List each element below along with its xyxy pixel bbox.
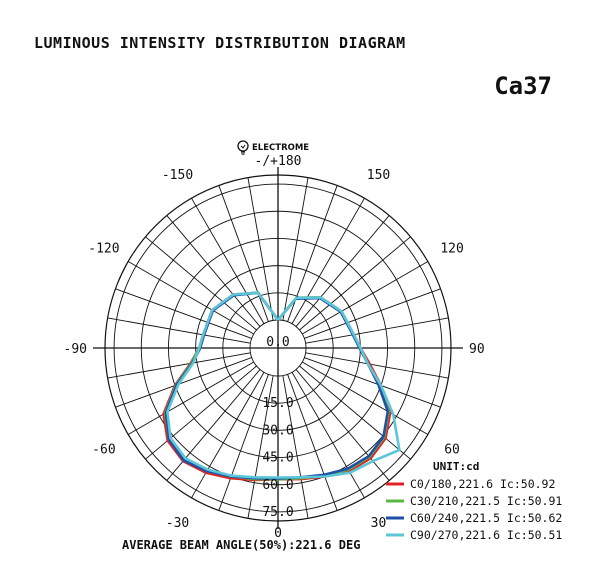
brand-logo: ELECTROME bbox=[237, 140, 309, 155]
grid-spoke bbox=[127, 261, 254, 335]
grid-spoke bbox=[291, 197, 365, 324]
grid-spoke bbox=[107, 317, 251, 344]
angle-label: -90 bbox=[64, 342, 87, 357]
grid-spoke bbox=[247, 177, 274, 321]
angle-label: 30 bbox=[371, 516, 387, 531]
grid-spoke bbox=[299, 236, 411, 331]
grid-spoke bbox=[302, 361, 429, 435]
legend-entry: C30/210,221.5 Ic:50.91 bbox=[410, 494, 562, 508]
grid-spoke bbox=[218, 185, 269, 322]
radial-tick-label: 75.0 bbox=[262, 505, 293, 520]
grid-spoke bbox=[218, 374, 269, 511]
grid-spoke bbox=[191, 197, 265, 324]
angle-label: 0 bbox=[274, 526, 282, 541]
grid-spoke bbox=[304, 288, 441, 339]
polar-grid bbox=[93, 167, 463, 529]
radial-tick-label: 60.0 bbox=[262, 478, 293, 493]
grid-spoke bbox=[115, 288, 252, 339]
grid-spoke bbox=[282, 177, 309, 321]
angle-label: -60 bbox=[92, 443, 115, 458]
grid-spoke bbox=[304, 357, 441, 408]
grid-spoke bbox=[145, 365, 257, 460]
legend: UNIT:cd C0/180,221.6 Ic:50.92 C30/210,221.… bbox=[386, 460, 562, 542]
angle-label: 120 bbox=[440, 242, 463, 257]
radial-tick-label: 15.0 bbox=[262, 396, 293, 411]
grid-spoke bbox=[166, 369, 261, 481]
brand-name: ELECTROME bbox=[252, 143, 309, 153]
grid-spoke bbox=[127, 361, 254, 435]
grid-spoke bbox=[299, 365, 411, 460]
radial-tick-label: 45.0 bbox=[262, 451, 293, 466]
grid-spoke bbox=[282, 375, 309, 519]
beam-angle-note: AVERAGE BEAM ANGLE(50%):221.6 DEG bbox=[122, 538, 361, 552]
radial-tick-label: 30.0 bbox=[262, 423, 293, 438]
grid-spoke bbox=[247, 375, 274, 519]
page-title: LUMINOUS INTENSITY DISTRIBUTION DIAGRAM bbox=[34, 34, 406, 52]
grid-spoke bbox=[107, 352, 251, 379]
series-layer bbox=[162, 291, 401, 482]
legend-entry: C60/240,221.5 Ic:50.62 bbox=[410, 511, 562, 525]
angle-label: -30 bbox=[166, 516, 189, 531]
radial-tick-label: 0.0 bbox=[266, 335, 289, 350]
angle-label: -/+180 bbox=[255, 154, 302, 169]
grid-spoke bbox=[166, 215, 261, 327]
label-layer: 0.0 15.0 30.0 45.0 60.0 75.0 -/+180 -150 150 -120… bbox=[64, 154, 485, 541]
grid-spoke bbox=[191, 372, 265, 499]
grid-spoke bbox=[287, 374, 338, 511]
angle-label: -150 bbox=[162, 168, 193, 183]
model-code: Ca37 bbox=[494, 72, 552, 100]
angle-label: -120 bbox=[88, 242, 119, 257]
unit-label: UNIT:cd bbox=[433, 460, 479, 473]
grid-spoke bbox=[115, 357, 252, 408]
grid-spoke bbox=[291, 372, 365, 499]
angle-label: 150 bbox=[367, 168, 390, 183]
grid-spoke bbox=[295, 215, 390, 327]
grid-spoke bbox=[302, 261, 429, 335]
angle-label: 90 bbox=[469, 342, 485, 357]
grid-spoke bbox=[145, 236, 257, 331]
grid-spoke bbox=[295, 369, 390, 481]
legend-entry: C90/270,221.6 Ic:50.51 bbox=[410, 528, 562, 542]
angle-label: 60 bbox=[444, 443, 460, 458]
grid-spoke bbox=[305, 317, 449, 344]
lightbulb-icon bbox=[237, 140, 249, 155]
grid-spoke bbox=[305, 352, 449, 379]
legend-entry: C0/180,221.6 Ic:50.92 bbox=[410, 477, 555, 491]
series-line-3 bbox=[166, 291, 401, 479]
